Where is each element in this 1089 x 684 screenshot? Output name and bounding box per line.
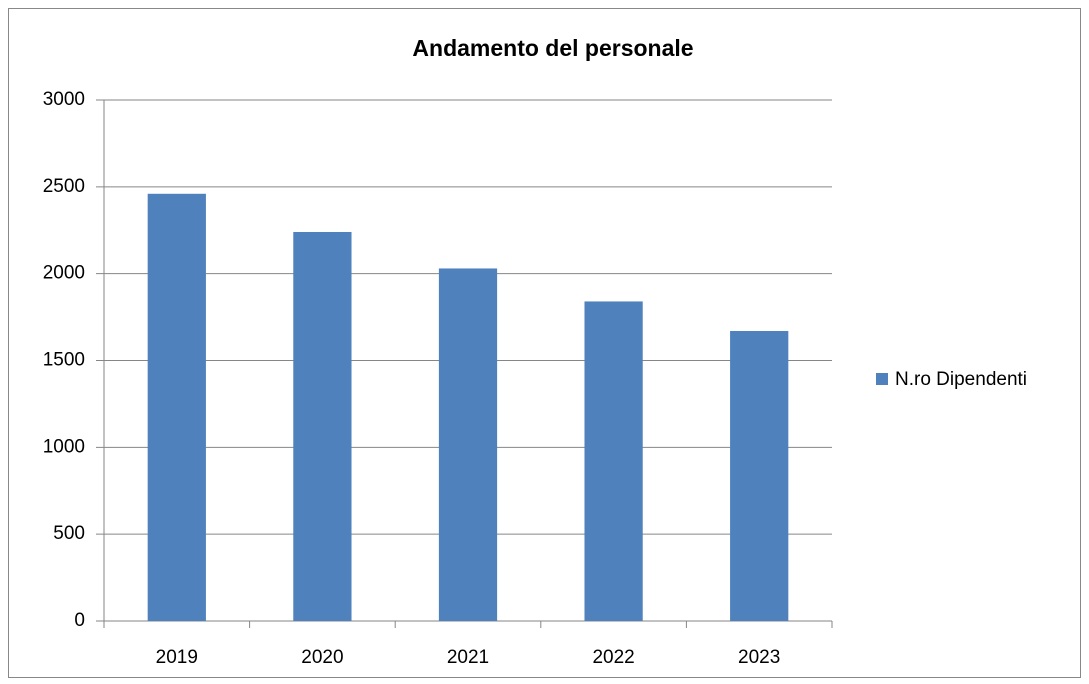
- bar: [293, 231, 352, 621]
- y-tick-label: 0: [74, 610, 85, 631]
- legend-label: N.ro Dipendenti: [895, 369, 1027, 390]
- x-tick-label: 2020: [301, 647, 343, 668]
- y-tick-label: 2000: [43, 263, 85, 284]
- bar: [730, 330, 789, 621]
- y-tick-label: 1000: [43, 436, 85, 457]
- bar: [147, 193, 206, 621]
- y-tick-label: 1500: [43, 350, 85, 371]
- x-tick-label: 2022: [592, 647, 634, 668]
- y-tick-label: 500: [53, 523, 85, 544]
- y-tick-label: 2500: [43, 176, 85, 197]
- bar: [584, 301, 643, 621]
- bar: [438, 268, 498, 621]
- legend-swatch: [876, 373, 888, 385]
- x-tick-label: 2019: [156, 647, 198, 668]
- x-tick-label: 2021: [447, 647, 489, 668]
- x-tick-label: 2023: [738, 647, 780, 668]
- y-tick-label: 3000: [43, 89, 85, 110]
- chart-title: Andamento del personale: [412, 35, 693, 61]
